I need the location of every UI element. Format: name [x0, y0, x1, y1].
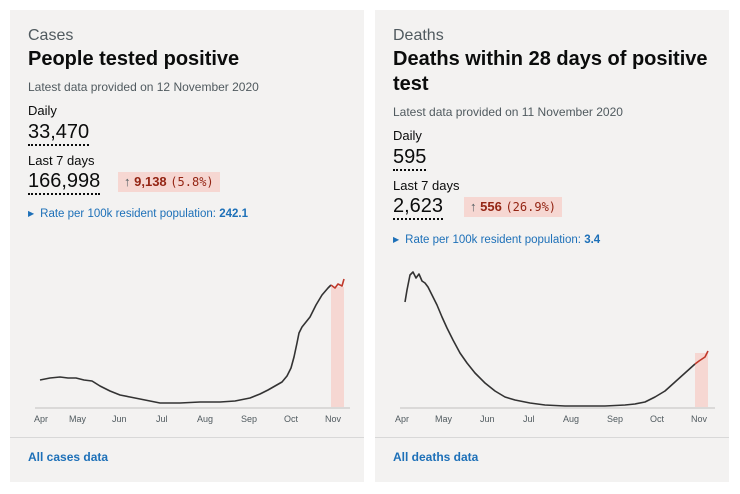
card-topic: Cases [28, 27, 74, 44]
x-tick-apr: Apr [34, 414, 48, 424]
cases-card: Cases People tested positive Latest data… [10, 10, 364, 482]
triangle-right-icon: ▶ [28, 209, 35, 218]
cases-recent-line [330, 278, 345, 289]
change-value: 556 [480, 199, 502, 214]
deaths-card: Deaths Deaths within 28 days of positive… [375, 10, 729, 482]
x-tick-sep: Sep [607, 414, 623, 424]
week-label: Last 7 days [393, 178, 460, 193]
card-title: Deaths within 28 days of positive test [393, 48, 708, 95]
change-percent: (26.9%) [505, 200, 557, 214]
x-tick-jun: Jun [480, 414, 495, 424]
x-tick-jul: Jul [156, 414, 168, 424]
change-badge: ↑ 9,138 (5.8%) [118, 172, 220, 192]
arrow-up-icon: ↑ [124, 174, 131, 189]
change-value: 9,138 [134, 174, 167, 189]
arrow-up-icon: ↑ [470, 199, 477, 214]
rate-label: Rate per 100k resident population: [405, 234, 581, 246]
cases-line [39, 284, 332, 404]
latest-date: Latest data provided on 11 November 2020 [393, 105, 623, 119]
week-value[interactable]: 166,998 [28, 170, 101, 195]
rate-toggle[interactable]: ▶ Rate per 100k resident population: 3.4 [393, 234, 600, 246]
x-tick-apr: Apr [395, 414, 409, 424]
divider [10, 437, 364, 438]
change-badge: ↑ 556 (26.9%) [464, 197, 563, 217]
x-tick-may: May [69, 414, 87, 424]
x-tick-oct: Oct [650, 414, 665, 424]
last-7-days-highlight [695, 353, 708, 407]
rate-toggle[interactable]: ▶ Rate per 100k resident population: 242.… [28, 208, 248, 220]
daily-label: Daily [28, 103, 57, 118]
x-tick-sep: Sep [241, 414, 257, 424]
x-tick-nov: Nov [691, 414, 708, 424]
week-label: Last 7 days [28, 153, 95, 168]
rate-value: 3.4 [584, 234, 601, 246]
change-percent: (5.8%) [170, 175, 214, 189]
all-deaths-link[interactable]: All deaths data [393, 450, 479, 464]
all-cases-link[interactable]: All cases data [28, 450, 109, 464]
daily-label: Daily [393, 128, 422, 143]
x-tick-aug: Aug [197, 414, 213, 424]
x-tick-oct: Oct [284, 414, 299, 424]
x-tick-jun: Jun [112, 414, 127, 424]
rate-value: 242.1 [219, 208, 248, 220]
deaths-chart: Apr May Jun Jul Aug Sep Oct Nov [395, 271, 715, 424]
deaths-recent-line [694, 350, 709, 365]
triangle-right-icon: ▶ [393, 235, 400, 244]
x-tick-jul: Jul [523, 414, 535, 424]
week-value[interactable]: 2,623 [393, 195, 444, 220]
rate-label: Rate per 100k resident population: [40, 208, 216, 220]
x-tick-nov: Nov [325, 414, 342, 424]
cases-chart: Apr May Jun Jul Aug Sep Oct Nov [34, 278, 350, 424]
daily-value[interactable]: 595 [393, 146, 427, 171]
divider [375, 437, 729, 438]
card-topic: Deaths [393, 27, 444, 44]
latest-date: Latest data provided on 12 November 2020 [28, 80, 259, 94]
last-7-days-highlight [331, 287, 344, 407]
x-tick-aug: Aug [563, 414, 579, 424]
deaths-line [404, 271, 696, 407]
daily-value[interactable]: 33,470 [28, 121, 90, 146]
x-tick-may: May [435, 414, 453, 424]
card-title: People tested positive [28, 48, 240, 70]
